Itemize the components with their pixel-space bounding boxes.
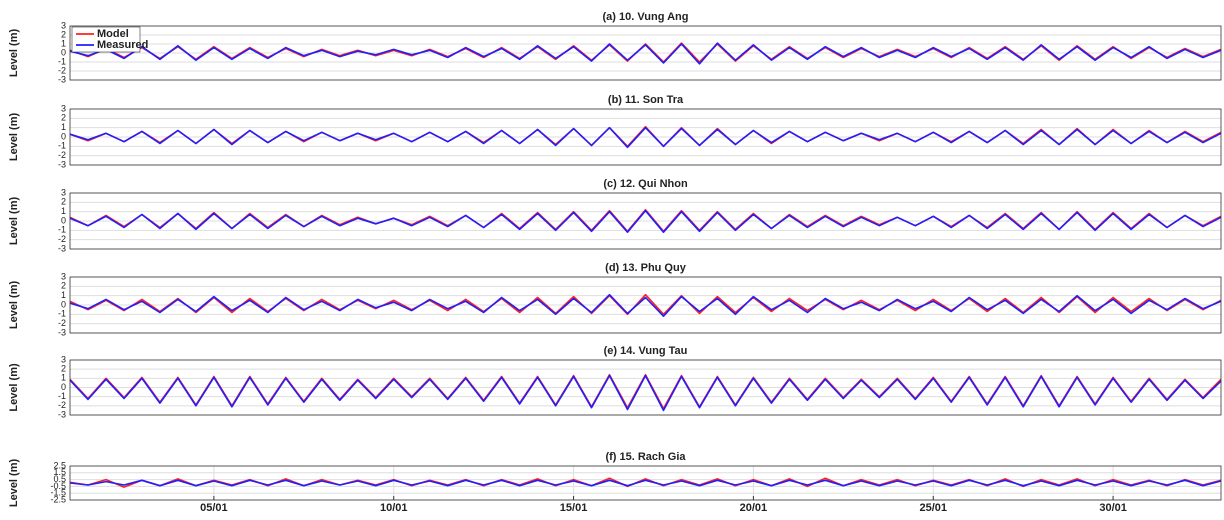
y-tick-label: -1.5 bbox=[50, 488, 66, 498]
y-tick-label: -3 bbox=[58, 243, 66, 253]
legend-label: Model bbox=[97, 28, 129, 40]
y-tick-label: -3 bbox=[58, 409, 66, 419]
y-tick-label: -0.5 bbox=[50, 481, 66, 491]
y-axis-label: Level (m) bbox=[8, 363, 20, 412]
y-tick-label: 0 bbox=[61, 382, 66, 392]
y-tick-label: 1 bbox=[61, 206, 66, 216]
y-tick-label: -3 bbox=[58, 159, 66, 169]
series-line bbox=[69, 209, 1222, 233]
y-tick-label: 1 bbox=[61, 373, 66, 383]
y-tick-label: -2 bbox=[58, 150, 66, 160]
y-tick-label: -2.5 bbox=[50, 494, 66, 504]
subplot-title: (a) 10. Vung Ang bbox=[603, 11, 689, 23]
plot-frame bbox=[69, 359, 1222, 416]
y-tick-label: 3 bbox=[61, 103, 66, 113]
subplot-title: (b) 11. Son Tra bbox=[608, 94, 684, 106]
y-axis-label: Level (m) bbox=[8, 29, 20, 78]
subplot-title: (c) 12. Qui Nhon bbox=[603, 178, 688, 190]
y-axis-label: Level (m) bbox=[8, 197, 20, 246]
x-tick-label: 05/01 bbox=[200, 502, 228, 514]
y-tick-label: -3 bbox=[58, 74, 66, 84]
legend-label: Measured bbox=[97, 39, 148, 51]
subplot-title: (e) 14. Vung Tau bbox=[604, 345, 688, 357]
legend-box bbox=[71, 26, 141, 53]
series-line bbox=[69, 374, 1222, 412]
series-line bbox=[69, 42, 1222, 65]
y-tick-label: 0.5 bbox=[53, 474, 66, 484]
y-tick-label: -1 bbox=[58, 309, 66, 319]
x-tick-label: 15/01 bbox=[560, 502, 588, 514]
y-tick-label: 0 bbox=[61, 131, 66, 141]
x-tick-label: 10/01 bbox=[380, 502, 408, 514]
plot-frame bbox=[69, 465, 1222, 501]
y-tick-label: -1 bbox=[58, 56, 66, 66]
y-axis-label: Level (m) bbox=[8, 459, 20, 508]
y-tick-label: 3 bbox=[61, 187, 66, 197]
y-tick-label: 1 bbox=[61, 122, 66, 132]
y-tick-label: 0 bbox=[61, 215, 66, 225]
y-tick-label: 0 bbox=[61, 47, 66, 57]
y-axis-label: Level (m) bbox=[8, 113, 20, 162]
plot-frame bbox=[69, 192, 1222, 250]
x-tick-label: 25/01 bbox=[919, 502, 947, 514]
y-tick-label: -1 bbox=[58, 225, 66, 235]
y-tick-label: 0 bbox=[61, 299, 66, 309]
y-tick-label: 2 bbox=[61, 364, 66, 374]
y-axis-label: Level (m) bbox=[8, 281, 20, 330]
y-tick-label: 1 bbox=[61, 38, 66, 48]
subplot-title: (f) 15. Rach Gia bbox=[605, 451, 686, 463]
y-tick-label: -1 bbox=[58, 391, 66, 401]
x-tick-label: 20/01 bbox=[740, 502, 768, 514]
y-tick-label: -2 bbox=[58, 400, 66, 410]
y-tick-label: 3 bbox=[61, 20, 66, 30]
series-line bbox=[69, 479, 1222, 487]
y-tick-label: 2 bbox=[61, 113, 66, 123]
y-tick-label: 3 bbox=[61, 271, 66, 281]
y-tick-label: 2 bbox=[61, 281, 66, 291]
plot-frame bbox=[69, 25, 1222, 81]
y-tick-label: 3 bbox=[61, 354, 66, 364]
y-tick-label: -2 bbox=[58, 234, 66, 244]
y-tick-label: 2 bbox=[61, 197, 66, 207]
y-tick-label: -2 bbox=[58, 65, 66, 75]
series-line bbox=[69, 293, 1222, 317]
subplot-title: (d) 13. Phu Quy bbox=[605, 262, 687, 274]
y-tick-label: -2 bbox=[58, 318, 66, 328]
series-line bbox=[69, 293, 1222, 316]
y-tick-label: 2 bbox=[61, 29, 66, 39]
y-tick-label: -3 bbox=[58, 327, 66, 337]
plot-frame bbox=[69, 108, 1222, 166]
series-line bbox=[69, 373, 1222, 410]
y-tick-label: -1 bbox=[58, 141, 66, 151]
y-tick-label: 2.5 bbox=[53, 460, 66, 470]
x-tick-label: 30/01 bbox=[1099, 502, 1127, 514]
plot-frame bbox=[69, 276, 1222, 334]
subplot: (f) 15. Rach Gia Level (m) -2.5-1.5-0.50.5… bbox=[8, 451, 1222, 514]
y-tick-label: 1.5 bbox=[53, 467, 66, 477]
y-tick-label: 1 bbox=[61, 290, 66, 300]
series-line bbox=[69, 126, 1222, 149]
